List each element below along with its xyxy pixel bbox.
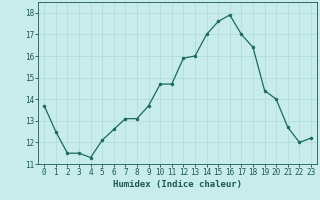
X-axis label: Humidex (Indice chaleur): Humidex (Indice chaleur) [113, 180, 242, 189]
